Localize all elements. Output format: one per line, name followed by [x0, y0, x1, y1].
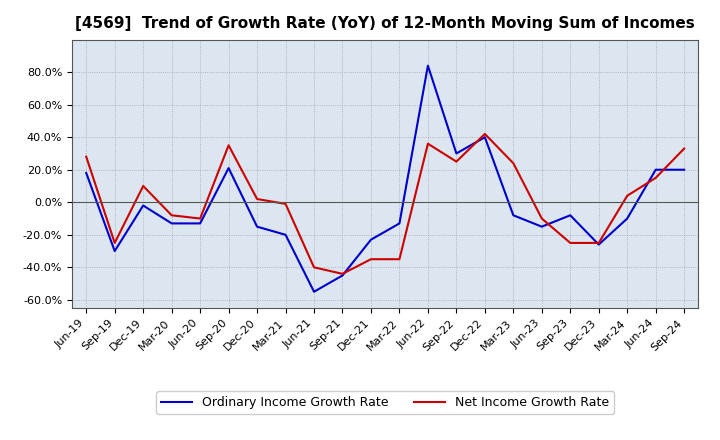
- Net Income Growth Rate: [680, 146, 688, 151]
- Ordinary Income Growth Rate: [452, 151, 461, 156]
- Ordinary Income Growth Rate: [623, 216, 631, 221]
- Net Income Growth Rate: [167, 213, 176, 218]
- Ordinary Income Growth Rate: [423, 63, 432, 68]
- Legend: Ordinary Income Growth Rate, Net Income Growth Rate: Ordinary Income Growth Rate, Net Income …: [156, 392, 614, 414]
- Ordinary Income Growth Rate: [139, 203, 148, 208]
- Net Income Growth Rate: [282, 201, 290, 206]
- Ordinary Income Growth Rate: [680, 167, 688, 172]
- Net Income Growth Rate: [509, 161, 518, 166]
- Ordinary Income Growth Rate: [537, 224, 546, 229]
- Ordinary Income Growth Rate: [253, 224, 261, 229]
- Ordinary Income Growth Rate: [282, 232, 290, 238]
- Ordinary Income Growth Rate: [595, 242, 603, 247]
- Ordinary Income Growth Rate: [82, 170, 91, 176]
- Ordinary Income Growth Rate: [366, 237, 375, 242]
- Net Income Growth Rate: [338, 271, 347, 276]
- Ordinary Income Growth Rate: [566, 213, 575, 218]
- Net Income Growth Rate: [110, 240, 119, 246]
- Ordinary Income Growth Rate: [395, 221, 404, 226]
- Line: Net Income Growth Rate: Net Income Growth Rate: [86, 134, 684, 274]
- Ordinary Income Growth Rate: [509, 213, 518, 218]
- Net Income Growth Rate: [225, 143, 233, 148]
- Title: [4569]  Trend of Growth Rate (YoY) of 12-Month Moving Sum of Incomes: [4569] Trend of Growth Rate (YoY) of 12-…: [76, 16, 695, 32]
- Net Income Growth Rate: [623, 193, 631, 198]
- Ordinary Income Growth Rate: [480, 135, 489, 140]
- Net Income Growth Rate: [366, 257, 375, 262]
- Line: Ordinary Income Growth Rate: Ordinary Income Growth Rate: [86, 66, 684, 292]
- Net Income Growth Rate: [452, 159, 461, 164]
- Net Income Growth Rate: [196, 216, 204, 221]
- Net Income Growth Rate: [82, 154, 91, 159]
- Net Income Growth Rate: [652, 175, 660, 180]
- Net Income Growth Rate: [395, 257, 404, 262]
- Ordinary Income Growth Rate: [652, 167, 660, 172]
- Net Income Growth Rate: [480, 131, 489, 136]
- Net Income Growth Rate: [537, 216, 546, 221]
- Ordinary Income Growth Rate: [167, 221, 176, 226]
- Ordinary Income Growth Rate: [225, 165, 233, 171]
- Ordinary Income Growth Rate: [310, 289, 318, 294]
- Net Income Growth Rate: [310, 265, 318, 270]
- Ordinary Income Growth Rate: [196, 221, 204, 226]
- Net Income Growth Rate: [253, 196, 261, 202]
- Net Income Growth Rate: [139, 183, 148, 189]
- Net Income Growth Rate: [566, 240, 575, 246]
- Net Income Growth Rate: [595, 240, 603, 246]
- Ordinary Income Growth Rate: [338, 273, 347, 278]
- Net Income Growth Rate: [423, 141, 432, 147]
- Ordinary Income Growth Rate: [110, 249, 119, 254]
